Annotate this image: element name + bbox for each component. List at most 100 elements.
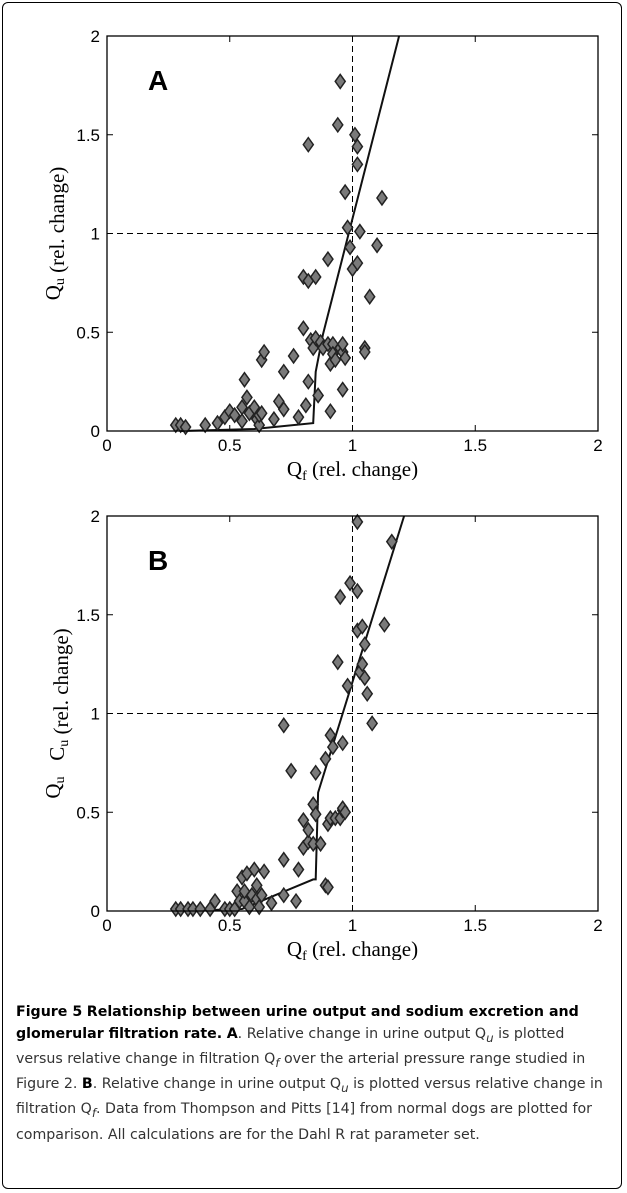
data-point — [353, 223, 366, 240]
data-point — [199, 416, 212, 434]
data-point — [228, 406, 241, 424]
data-point — [376, 189, 388, 207]
data-point — [255, 404, 268, 422]
chart-panel-a: 0 0.5 1 1.5 2 0 0.5 1 1.5 2 A Qf (rel. change) Qu (r… — [41, 27, 603, 480]
data-point — [309, 805, 322, 823]
data-point — [258, 863, 271, 880]
data-point — [324, 402, 337, 420]
data-point — [339, 183, 352, 201]
data-point — [292, 861, 305, 878]
data-point — [356, 618, 369, 635]
caption-sub: f — [91, 1106, 96, 1121]
data-point — [331, 116, 344, 134]
x-tick-label: 1.5 — [463, 916, 487, 935]
data-point — [309, 268, 322, 286]
y-tick-label: 0 — [91, 902, 100, 921]
data-point — [265, 894, 278, 912]
y-tick-label: 0.5 — [76, 323, 100, 342]
data-point — [329, 351, 342, 369]
data-point — [250, 877, 263, 894]
y-tick-label: 0 — [91, 422, 100, 441]
x-axis-label: Qf (rel. change) — [287, 457, 418, 480]
data-point — [385, 533, 398, 550]
data-point — [312, 387, 325, 404]
y-axis-label: Qu (rel. change) — [41, 167, 69, 301]
data-point — [238, 371, 251, 388]
data-point — [349, 126, 361, 144]
x-tick-label: 0 — [102, 916, 111, 935]
caption-panel-b-text2: is plotted versus relative change in fil… — [16, 1076, 603, 1118]
data-point — [341, 677, 354, 695]
data-point — [297, 811, 310, 829]
y-tick-label: 0.5 — [76, 803, 100, 822]
data-point — [309, 764, 322, 782]
caption-panel-a-text: . Relative change in urine output Q — [237, 1025, 487, 1042]
data-point — [258, 343, 271, 361]
data-point — [277, 363, 290, 381]
x-axis-label: Qf (rel. change) — [287, 937, 418, 960]
data-point — [292, 408, 305, 426]
data-point — [351, 513, 364, 531]
data-point — [277, 717, 290, 734]
data-point — [299, 397, 312, 414]
data-point — [339, 803, 352, 821]
data-point — [334, 73, 347, 90]
data-point — [358, 669, 371, 687]
panel-label: B — [148, 545, 168, 576]
x-tick-label: 0.5 — [218, 436, 242, 455]
caption-panel-a-text2: is plotted versus relative change in fil… — [16, 1025, 565, 1067]
data-point — [287, 347, 300, 365]
data-point — [361, 685, 374, 703]
data-point — [297, 320, 310, 337]
data-point — [336, 734, 349, 752]
data-point — [253, 416, 266, 434]
data-point — [351, 138, 364, 155]
data-point — [344, 239, 356, 256]
data-point — [194, 900, 207, 918]
x-tick-label: 2 — [593, 436, 602, 455]
caption-panel-b-text: . Relative change in urine output Q — [92, 1076, 342, 1093]
data-point — [255, 886, 268, 904]
x-tick-label: 0 — [102, 436, 111, 455]
data-point — [351, 156, 364, 173]
caption-sub: u — [486, 1030, 494, 1045]
data-point — [322, 250, 334, 268]
y-tick-label: 1.5 — [76, 126, 100, 145]
data-point — [236, 412, 248, 430]
y-tick-label: 1.5 — [76, 606, 100, 625]
data-point — [326, 738, 339, 756]
plot-frame — [106, 515, 599, 912]
x-tick-label: 0.5 — [218, 916, 242, 935]
data-point — [358, 343, 371, 361]
data-point — [371, 237, 383, 254]
data-point — [341, 219, 354, 236]
caption-panel-b-text3: . Data from Thompson and Pitts [14] from… — [16, 1101, 593, 1143]
data-point — [319, 750, 332, 768]
data-point — [336, 335, 349, 353]
caption-sub: u — [341, 1080, 349, 1095]
x-tick-label: 1 — [348, 916, 357, 935]
data-point — [314, 835, 327, 853]
data-point — [241, 389, 253, 406]
data-point — [366, 715, 379, 732]
panel-label: A — [148, 65, 168, 96]
y-tick-label: 2 — [91, 27, 100, 46]
data-point — [336, 381, 349, 398]
data-point — [209, 892, 221, 910]
data-point — [358, 636, 371, 653]
caption-panel-a-text3: over the arterial pressure range studied… — [16, 1050, 586, 1093]
y-axis-label: Qu Cu (rel. change) — [41, 628, 73, 798]
data-point — [351, 582, 364, 600]
caption-panel-b-label: B — [81, 1076, 93, 1093]
data-point — [277, 886, 290, 904]
data-point — [290, 892, 302, 910]
caption-sub: f — [275, 1055, 280, 1070]
data-point — [339, 349, 352, 367]
x-tick-label: 2 — [593, 916, 602, 935]
caption-title: Relationship between urine output and so… — [16, 1004, 579, 1042]
data-point — [302, 373, 315, 390]
y-tick-label: 1 — [91, 705, 100, 724]
data-point — [236, 399, 248, 416]
data-point — [378, 616, 391, 633]
